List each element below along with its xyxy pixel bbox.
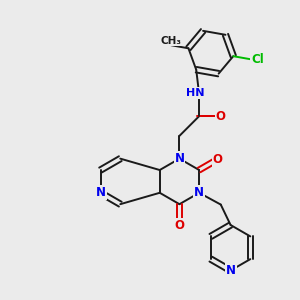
Text: Cl: Cl: [251, 53, 264, 66]
Text: N: N: [96, 186, 106, 199]
Text: N: N: [226, 264, 236, 277]
Text: O: O: [213, 153, 223, 166]
Text: O: O: [216, 110, 226, 123]
Text: N: N: [194, 186, 204, 199]
Text: CH₃: CH₃: [160, 35, 182, 46]
Text: O: O: [174, 219, 184, 232]
Text: HN: HN: [186, 88, 204, 98]
Text: N: N: [174, 152, 184, 165]
